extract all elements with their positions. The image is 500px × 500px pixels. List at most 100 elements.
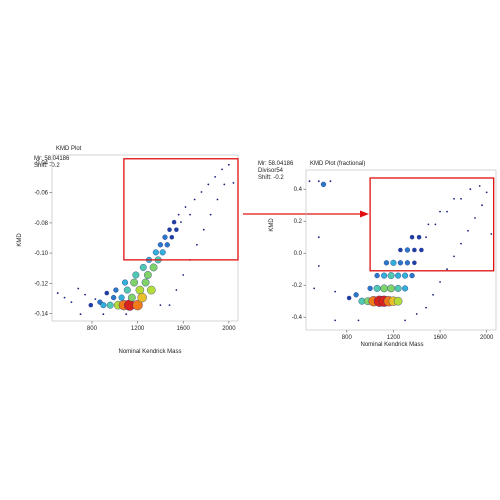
- scatter-point: [56, 292, 59, 294]
- scatter-point: [70, 301, 73, 304]
- scatter-point: [171, 219, 177, 225]
- scatter-point: [167, 227, 172, 232]
- left-highlight-box: [123, 158, 239, 261]
- scatter-point: [184, 206, 187, 208]
- scatter-point: [221, 168, 223, 171]
- y-tick-label: -0.08: [34, 221, 48, 227]
- scatter-point: [106, 301, 114, 309]
- scatter-point: [334, 290, 337, 293]
- scatter-point: [141, 278, 150, 287]
- scatter-point: [132, 271, 140, 279]
- scatter-point: [152, 249, 159, 256]
- scatter-point: [177, 213, 180, 216]
- scatter-point: [404, 319, 406, 322]
- scatter-point: [390, 259, 397, 266]
- scatter-point: [214, 175, 217, 178]
- scatter-point: [402, 285, 409, 292]
- scatter-point: [79, 313, 82, 316]
- scatter-point: [490, 233, 493, 235]
- right-info-line-2: Divisor54: [258, 168, 284, 174]
- right-axes: 800 1200 1600 2000 0.4 0.2 0.0 -0.2 -0.4: [292, 187, 494, 341]
- scatter-point: [227, 163, 230, 166]
- scatter-point: [460, 242, 462, 245]
- y-tick-label: 0.2: [294, 219, 303, 225]
- right-scatter-points: [308, 180, 493, 322]
- y-tick-label: -0.10: [34, 251, 48, 257]
- scatter-point: [111, 294, 117, 301]
- scatter-point: [159, 249, 166, 256]
- scatter-point: [380, 284, 388, 293]
- scatter-point: [485, 191, 488, 194]
- scatter-point: [196, 243, 198, 246]
- scatter-point: [143, 271, 152, 279]
- scatter-point: [169, 235, 175, 240]
- scatter-point: [439, 210, 441, 213]
- scatter-point: [409, 272, 415, 279]
- right-highlight-box: [369, 177, 495, 272]
- y-tick-label: -0.06: [34, 191, 48, 197]
- scatter-point: [100, 302, 107, 309]
- scatter-point: [63, 296, 66, 299]
- scatter-point: [207, 183, 210, 186]
- scatter-point: [367, 285, 373, 292]
- scatter-point: [381, 272, 388, 279]
- left-info-line-2: Shift: -0.2: [34, 163, 60, 169]
- scatter-point: [404, 260, 411, 266]
- y-tick-label: 0.0: [294, 251, 303, 257]
- scatter-point: [159, 304, 162, 307]
- scatter-point: [404, 247, 411, 253]
- right-plot-frame: [305, 169, 497, 331]
- scatter-point: [387, 272, 395, 280]
- scatter-point: [123, 286, 131, 294]
- scatter-point: [334, 319, 337, 322]
- scatter-point: [202, 228, 205, 231]
- x-tick-label: 1200: [387, 335, 401, 341]
- x-tick-label: 800: [342, 335, 353, 341]
- scatter-point: [387, 284, 395, 293]
- scatter-point: [200, 191, 203, 193]
- scatter-point: [446, 268, 448, 271]
- scatter-point: [425, 306, 427, 309]
- scatter-point: [88, 302, 93, 308]
- x-tick-label: 1200: [131, 326, 145, 332]
- left-y-axis-label: KMD: [17, 233, 23, 247]
- y-tick-label: -0.4: [292, 315, 303, 321]
- scatter-point: [478, 185, 481, 187]
- scatter-point: [416, 235, 422, 240]
- scatter-point: [446, 210, 448, 213]
- scatter-point: [393, 296, 403, 306]
- left-panel: Mr: 58.04186 Shift: -0.2 KMD Plot 800 120…: [17, 146, 239, 355]
- scatter-point: [118, 294, 125, 301]
- scatter-point: [474, 217, 476, 219]
- scatter-point: [84, 293, 86, 296]
- right-x-axis-label: Nominal Kendrick Mass: [360, 342, 423, 348]
- scatter-point: [432, 293, 434, 296]
- x-tick-label: 800: [87, 326, 98, 332]
- scatter-point: [77, 287, 80, 290]
- scatter-point: [402, 272, 409, 279]
- connector-arrow-head: [360, 210, 369, 218]
- scatter-point: [168, 304, 171, 307]
- scatter-point: [104, 290, 109, 296]
- left-axes: 800 1200 1600 2000 -0.04 -0.06 -0.08 -0.10 -0.12…: [34, 161, 236, 332]
- scatter-point: [481, 204, 483, 207]
- x-tick-label: 1600: [433, 335, 447, 341]
- scatter-point: [453, 255, 455, 258]
- scatter-point: [162, 234, 168, 240]
- scatter-point: [125, 313, 128, 316]
- scatter-point: [193, 198, 196, 201]
- scatter-point: [394, 284, 402, 292]
- scatter-point: [434, 223, 437, 226]
- scatter-point: [121, 279, 129, 286]
- scatter-point: [395, 272, 402, 279]
- scatter-point: [357, 319, 360, 322]
- y-tick-label: -0.2: [292, 283, 303, 289]
- scatter-point: [427, 223, 430, 226]
- right-info-line-1: Mr: 58.04186: [258, 161, 294, 167]
- scatter-point: [189, 213, 191, 216]
- scatter-point: [320, 181, 327, 188]
- scatter-point: [175, 289, 178, 291]
- scatter-point: [317, 180, 320, 183]
- scatter-point: [308, 180, 311, 183]
